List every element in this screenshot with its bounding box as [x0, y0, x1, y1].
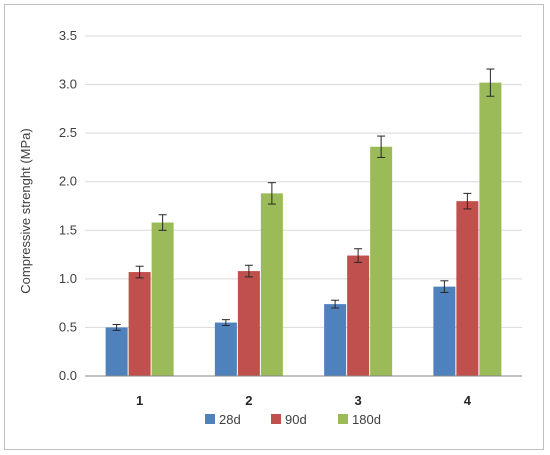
legend-label: 180d — [352, 412, 381, 427]
error-bar-180d-4 — [486, 68, 495, 97]
bar-90d-3 — [347, 255, 370, 376]
error-bar-90d-4 — [463, 192, 472, 210]
y-tick-label: 1.0 — [59, 271, 77, 286]
bars — [105, 82, 502, 376]
bar-90d-2 — [237, 271, 260, 376]
error-bar-28d-3 — [331, 299, 340, 309]
y-tick-label: 3.5 — [59, 28, 77, 43]
error-bar-28d-4 — [440, 280, 449, 293]
error-bar-180d-3 — [377, 135, 386, 158]
error-bars — [112, 68, 495, 331]
bar-90d-4 — [456, 201, 479, 376]
error-bar-90d-1 — [135, 265, 144, 279]
x-category-label: 3 — [355, 393, 362, 408]
error-bar-90d-3 — [354, 248, 363, 263]
bar-28d-1 — [105, 327, 128, 376]
y-tick-label: 1.5 — [59, 222, 77, 237]
bar-180d-3 — [370, 146, 393, 376]
legend-swatch — [205, 414, 215, 424]
legend-swatch — [271, 414, 281, 424]
bar-28d-3 — [324, 304, 347, 376]
y-tick-label: 2.5 — [59, 125, 77, 140]
legend-item-90d: 90d — [271, 412, 307, 427]
legend-item-180d: 180d — [338, 412, 381, 427]
x-category-label: 4 — [464, 393, 472, 408]
bar-180d-2 — [260, 193, 283, 376]
bar-90d-1 — [128, 272, 151, 376]
error-bar-180d-1 — [158, 214, 167, 231]
error-bar-28d-2 — [221, 319, 230, 326]
error-bar-90d-2 — [244, 264, 253, 278]
bar-28d-4 — [433, 286, 456, 376]
x-category-label: 2 — [245, 393, 252, 408]
y-tick-label: 0.5 — [59, 319, 77, 334]
error-bar-180d-2 — [267, 182, 276, 205]
legend-label: 28d — [219, 412, 241, 427]
bar-28d-2 — [214, 322, 237, 376]
error-bar-28d-1 — [112, 324, 121, 331]
y-axis-label: Compressive strenght (MPa) — [18, 128, 33, 293]
y-tick-label: 0.0 — [59, 368, 77, 383]
x-axis-categories: 1 2 3 4 — [136, 393, 472, 408]
y-tick-label: 3.0 — [59, 77, 77, 92]
bar-180d-1 — [151, 222, 174, 376]
legend: 28d 90d 180d — [205, 412, 381, 427]
legend-item-28d: 28d — [205, 412, 241, 427]
bar-180d-4 — [479, 82, 502, 376]
y-tick-label: 2.0 — [59, 174, 77, 189]
legend-swatch — [338, 414, 348, 424]
y-axis-ticks: 0.0 0.5 1.0 1.5 2.0 2.5 3.0 3.5 — [59, 28, 77, 383]
x-category-label: 1 — [136, 393, 143, 408]
legend-label: 90d — [285, 412, 307, 427]
